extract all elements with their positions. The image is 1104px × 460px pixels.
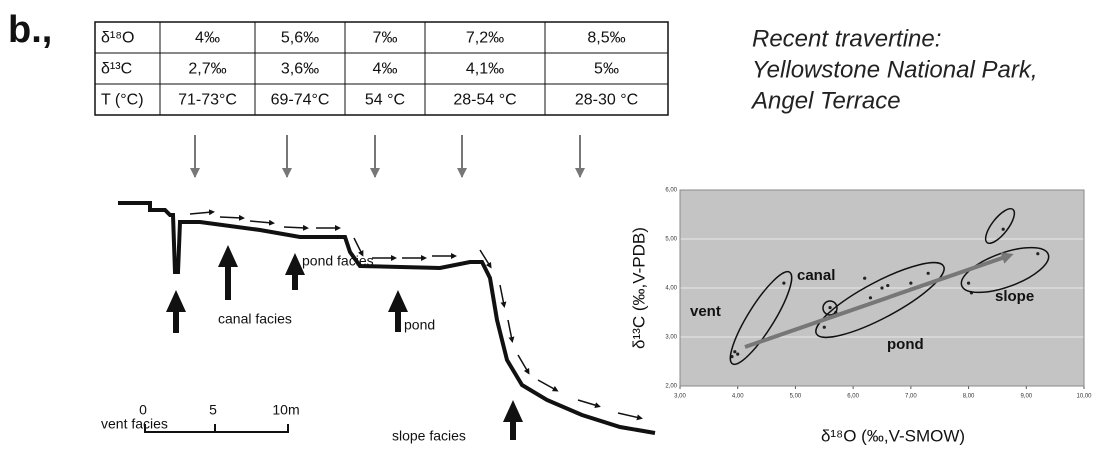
scale-label: 10m <box>272 402 299 418</box>
y-tick-label: 2,00 <box>665 384 677 390</box>
point <box>828 306 832 310</box>
point <box>736 352 740 356</box>
x-tick-label: 10,00 <box>1076 394 1092 400</box>
point <box>880 286 884 290</box>
table-cell: 54 °C <box>365 92 405 109</box>
y-tick-label: 4,00 <box>665 286 677 292</box>
point <box>966 281 971 285</box>
table-cell: 4,1‰ <box>466 61 504 78</box>
table-cell: 28-54 °C <box>453 92 516 109</box>
x-tick-label: 3,00 <box>674 394 686 400</box>
y-tick-label: 6,00 <box>665 188 677 194</box>
point <box>733 350 737 354</box>
table-cell: T (°C) <box>101 92 144 109</box>
scale-label: 0 <box>139 402 147 418</box>
caption-line: Angel Terrace <box>750 87 901 114</box>
table-cell: δ¹⁸O <box>101 30 134 47</box>
figure-label: b., <box>8 9 52 51</box>
plot-border <box>679 189 1085 387</box>
point <box>868 296 873 300</box>
y-axis-label: δ¹³C (‰,V-PDB) <box>629 227 648 349</box>
table-border <box>94 21 669 116</box>
table-cell: 7,2‰ <box>466 30 504 47</box>
scale-label: 5 <box>209 402 217 418</box>
table: δ¹⁸O 4‰ 5,6‰ 7‰ 7,2‰ 8,5‰ δ¹³C 2,7‰ 3,6‰ 4‰ 4,1‰ 5‰… <box>94 21 669 116</box>
facies-arrows <box>166 245 523 440</box>
facies-label: canal facies <box>218 311 292 327</box>
group-label: slope <box>995 288 1034 305</box>
table-cell: 5,6‰ <box>281 30 319 47</box>
plot: 2,00 3,00 4,00 5,00 6,00 3,00 4,00 5,00 6,00 7,00… <box>665 188 1092 400</box>
caption-line: Recent travertine: <box>752 25 941 52</box>
facies-label: pond facies <box>302 253 374 269</box>
point <box>782 281 786 285</box>
point <box>730 355 734 359</box>
facies-label: slope facies <box>392 428 466 444</box>
x-tick-label: 9,00 <box>1020 394 1032 400</box>
point <box>1036 252 1040 256</box>
point <box>886 283 890 288</box>
sample-arrows <box>190 135 585 178</box>
group-ellipses <box>729 207 1050 366</box>
facies-label: pond <box>404 317 435 333</box>
facies-label: vent facies <box>101 416 168 432</box>
point <box>863 276 867 280</box>
table-cell: 69-74°C <box>271 92 330 109</box>
scale-bar <box>144 424 289 433</box>
x-tick-label: 8,00 <box>963 394 975 400</box>
trend-arrow <box>744 252 1014 349</box>
x-tick-label: 7,00 <box>905 394 917 400</box>
table-cell: δ¹³C <box>101 61 132 78</box>
group-label: canal <box>797 267 835 284</box>
point <box>926 271 930 275</box>
table-cell: 28-30 °C <box>575 92 638 109</box>
x-axis-label: δ¹⁸O (‰,V-SMOW) <box>821 426 965 445</box>
x-tick-label: 4,00 <box>732 394 744 400</box>
group-label: pond <box>887 336 924 353</box>
table-cell: 71-73°C <box>178 92 237 109</box>
y-tick-label: 5,00 <box>665 237 677 243</box>
point <box>909 281 913 285</box>
y-tick-label: 3,00 <box>665 335 677 341</box>
point <box>822 325 826 329</box>
table-cell: 4‰ <box>195 30 220 47</box>
table-cell: 2,7‰ <box>188 61 226 78</box>
terrace-profile <box>118 201 656 435</box>
table-cell: 3,6‰ <box>281 61 319 78</box>
group-label: vent <box>690 303 721 320</box>
caption-line: Yellowstone National Park, <box>752 56 1038 83</box>
table-cell: 5‰ <box>594 61 619 78</box>
table-cell: 8,5‰ <box>587 30 625 47</box>
point <box>1001 227 1005 231</box>
x-tick-label: 6,00 <box>847 394 859 400</box>
flow-arrows <box>189 209 643 421</box>
x-tick-label: 5,00 <box>790 394 802 400</box>
table-cell: 4‰ <box>373 61 398 78</box>
table-cell: 7‰ <box>373 30 398 47</box>
